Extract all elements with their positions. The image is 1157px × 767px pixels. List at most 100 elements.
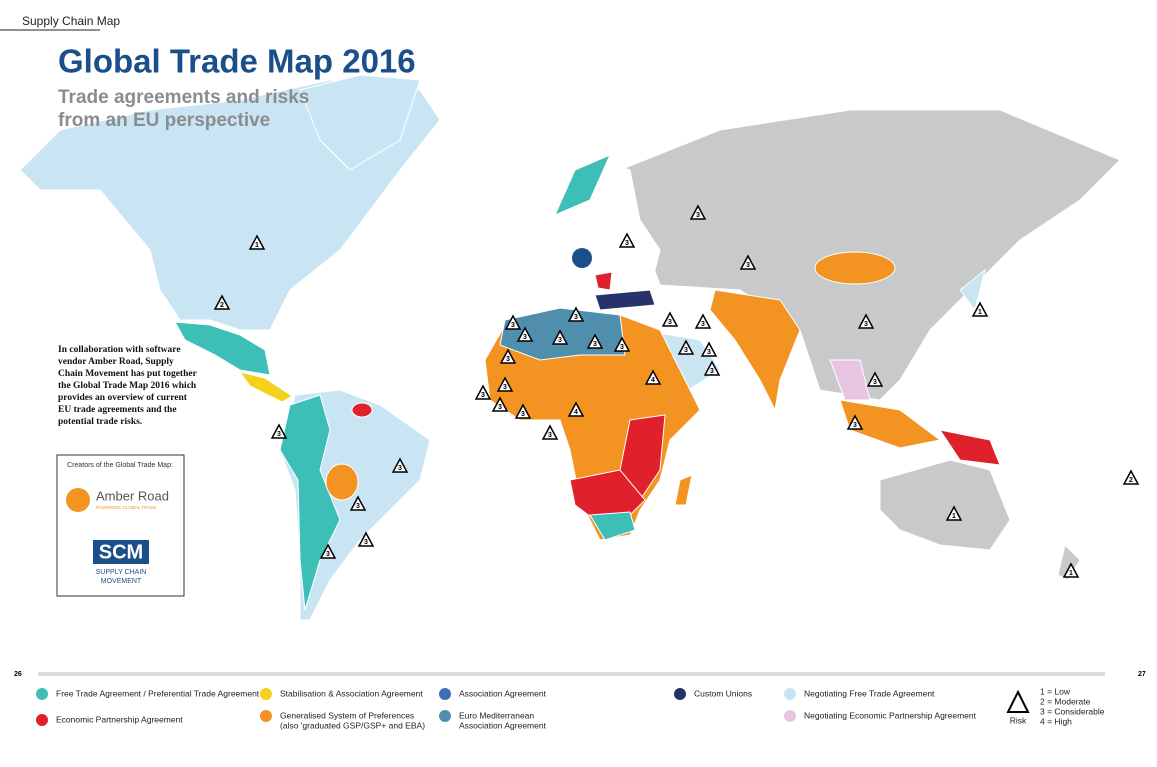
risk-markers: 1 2 3 3 3 3 1 2 1 1 3 3 3 3 3 3 3 3 3 3 4 3 3 3 3 3 3 3 4 3 3 3 3 3 3 3: [213, 204, 1140, 578]
indonesia: [839, 399, 942, 449]
risk-level-label: 3: [277, 431, 281, 438]
legend-label: Generalised System of Preferences: [280, 710, 414, 720]
intro-text: In collaboration with software vendor Amb…: [58, 345, 198, 427]
risk-level-label: 1: [1069, 570, 1073, 577]
scm-logo: SCM: [99, 541, 143, 563]
north-africa: [499, 307, 626, 361]
legend-label: Economic Partnership Agreement: [56, 714, 183, 724]
intro-line: potential trade risks.: [58, 417, 142, 427]
risk-triangle: [270, 423, 288, 439]
risk-level-label: 3: [746, 262, 750, 269]
europe: [499, 159, 661, 306]
risk-triangle: [491, 396, 509, 412]
risk-triangle: [739, 254, 757, 270]
risk-triangle: [516, 326, 534, 342]
subtitle: from an EU perspective: [58, 110, 270, 131]
risk-level-label: 3: [701, 321, 705, 328]
intro-line: vendor Amber Road, Supply: [58, 357, 174, 367]
risk-legend-title: Risk: [1010, 715, 1027, 725]
papua-new-guinea: [938, 429, 1001, 466]
legend-label: Custom Unions: [694, 688, 752, 698]
risk-level-label: 1: [255, 242, 259, 249]
legend-swatch: [439, 710, 451, 722]
greenland: [299, 74, 421, 171]
australia: [879, 459, 1011, 551]
legend-swatch: [439, 688, 451, 700]
scm-name: MOVEMENT: [101, 578, 142, 585]
risk-level-label: 3: [506, 356, 510, 363]
risk-level: 3 = Considerable: [1040, 706, 1105, 716]
risk-level-label: 3: [873, 379, 877, 386]
section-label: Supply Chain Map: [22, 14, 120, 28]
amber-road-tagline: POWERING GLOBAL TRADE: [96, 505, 157, 510]
risk-level-label: 3: [620, 344, 624, 351]
risk-triangle: [644, 369, 662, 385]
risk-triangle: [349, 495, 367, 511]
risk-level: 1 = Low: [1040, 686, 1071, 696]
risk-level-label: 3: [481, 392, 485, 399]
risk-triangle: [689, 204, 707, 220]
scm-logo-box: [93, 540, 149, 564]
legend-label: Euro Mediterranean: [459, 710, 534, 720]
legend-swatch: [36, 688, 48, 700]
risk-triangle: [567, 401, 585, 417]
legend-swatch: [36, 714, 48, 726]
risk-level-label: 3: [548, 432, 552, 439]
legend-swatch: [260, 688, 272, 700]
page-number: 27: [1138, 671, 1146, 678]
risk-triangle: [357, 531, 375, 547]
risk-level-label: 3: [503, 384, 507, 391]
amber-road-logo: [66, 488, 90, 512]
risk-level-label: 3: [398, 465, 402, 472]
south-africa: [589, 511, 636, 541]
intro-line: EU trade agreements and the: [58, 405, 177, 415]
legend-label: Negotiating Free Trade Agreement: [804, 688, 935, 698]
intro-line: Chain Movement has put together: [58, 369, 198, 379]
risk-triangle: [700, 341, 718, 357]
risk-level-label: 3: [684, 347, 688, 354]
southeast-asia: [829, 359, 871, 401]
risk-level-label: 3: [625, 240, 629, 247]
risk-triangle: [1062, 562, 1080, 578]
risk-level-label: 3: [864, 321, 868, 328]
page-number: 26: [14, 671, 22, 678]
legend-label: Free Trade Agreement / Preferential Trad…: [56, 688, 260, 698]
risk-triangle: [496, 376, 514, 392]
creators-box: [56, 454, 185, 597]
intro-line: the Global Trade Map 2016 which: [58, 381, 197, 391]
risk-level-label: 3: [574, 314, 578, 321]
risk-level-label: 3: [696, 212, 700, 219]
risk-triangle: [586, 333, 604, 349]
risk-triangle: [694, 313, 712, 329]
subtitle: Trade agreements and risks: [58, 87, 309, 108]
risk-level-label: 3: [364, 539, 368, 546]
risk-triangle: [618, 232, 636, 248]
risk-level-label: 3: [511, 322, 515, 329]
creators-title: Creators of the Global Trade Map:: [67, 462, 173, 469]
risk-triangle: [677, 339, 695, 355]
new-zealand: [1057, 544, 1081, 581]
risk-level-label: 1: [978, 309, 982, 316]
risk-triangle: [514, 403, 532, 419]
risk-level-label: 3: [668, 319, 672, 326]
risk-triangle: [213, 294, 231, 310]
risk-level-label: 3: [356, 503, 360, 510]
balkans: [594, 271, 613, 291]
mongolia: [814, 251, 896, 285]
risk-triangle: [945, 505, 963, 521]
risk-level-label: 3: [707, 349, 711, 356]
madagascar: [674, 474, 693, 506]
central-america: [238, 371, 293, 403]
eu-flag: [572, 248, 592, 268]
risk-level-label: 3: [523, 334, 527, 341]
mexico: [174, 321, 271, 376]
risk-triangle: [551, 329, 569, 345]
risk-triangle: [248, 234, 266, 250]
risk-triangle: [613, 336, 631, 352]
risk-triangle: [504, 314, 522, 330]
risk-level-label: 3: [593, 341, 597, 348]
amber-road-name: Amber Road: [96, 488, 169, 503]
